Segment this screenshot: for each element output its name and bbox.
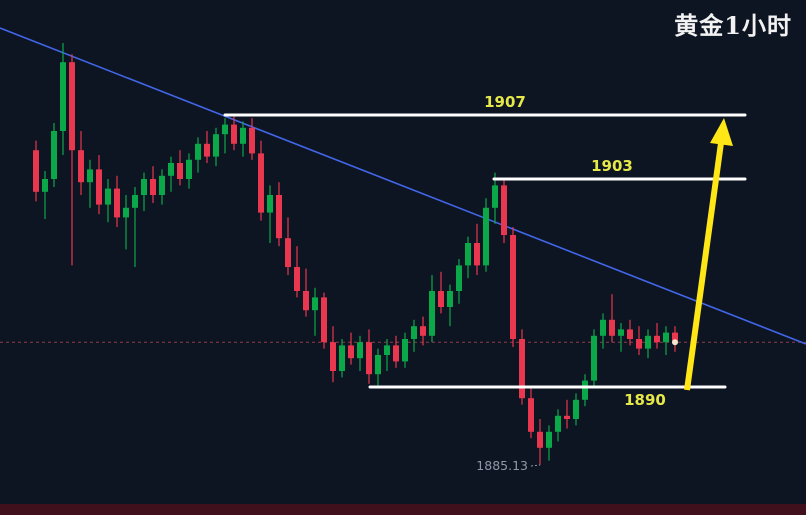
candle-body <box>159 175 165 195</box>
candle-body <box>564 415 570 419</box>
candle-body <box>78 150 84 183</box>
candle-body <box>285 238 291 267</box>
candle-body <box>411 326 417 339</box>
candle-body <box>186 159 192 179</box>
candle-body <box>249 127 255 154</box>
candle-body <box>132 195 138 208</box>
candle-body <box>627 329 633 339</box>
candle-body <box>195 143 201 160</box>
candle-body <box>348 345 354 359</box>
level-label-1890: 1890 <box>624 391 666 409</box>
candle-body <box>60 62 66 132</box>
candle-body <box>438 291 444 307</box>
candle-body <box>501 185 507 235</box>
candle-body <box>258 153 264 213</box>
candle-body <box>672 332 678 343</box>
current-price-marker <box>672 339 678 346</box>
level-label-1903: 1903 <box>591 157 633 175</box>
candle-body <box>609 319 615 336</box>
candle-body <box>312 297 318 311</box>
candle-body <box>141 179 147 195</box>
level-label-1907: 1907 <box>484 93 526 111</box>
descending-trendline[interactable] <box>0 27 806 345</box>
candle-body <box>276 195 282 239</box>
candle-body <box>618 329 624 336</box>
breakout-arrow-shaft[interactable] <box>684 142 724 391</box>
candle-body <box>105 188 111 205</box>
candle-body <box>573 399 579 419</box>
candle-body <box>231 124 237 144</box>
candle-body <box>465 243 471 266</box>
candle-body <box>591 335 597 381</box>
candle-body <box>222 124 228 135</box>
bottom-bar <box>0 504 806 515</box>
candle-body <box>303 291 309 311</box>
candle-body <box>582 380 588 400</box>
candle-body <box>51 131 57 179</box>
candle-body <box>168 163 174 176</box>
low-price-label: 1885.13 <box>476 458 528 473</box>
candle-body <box>636 339 642 349</box>
candle-body <box>537 431 543 448</box>
candle-body <box>123 207 129 218</box>
candle-body <box>330 342 336 371</box>
candle-body <box>69 62 75 151</box>
candle-body <box>150 179 156 195</box>
candle-body <box>474 243 480 266</box>
candle-body <box>555 415 561 432</box>
candle-body <box>420 326 426 336</box>
candle-body <box>393 345 399 362</box>
candle-body <box>294 267 300 291</box>
candle-body <box>375 355 381 375</box>
candle-body <box>357 342 363 359</box>
candle-body <box>645 335 651 349</box>
candle-body <box>483 207 489 266</box>
candle-body <box>546 431 552 448</box>
candle-body <box>429 291 435 336</box>
candle-body <box>321 297 327 343</box>
candle-body <box>366 342 372 375</box>
candle-body <box>654 335 660 343</box>
candle-body <box>177 163 183 179</box>
candle-body <box>456 265 462 291</box>
candle-body <box>240 127 246 144</box>
breakout-arrow-head <box>710 118 733 146</box>
candle-body <box>267 195 273 213</box>
candle-body <box>600 319 606 336</box>
candle-body <box>663 332 669 343</box>
chart-title: 黄金1小时 <box>674 11 792 40</box>
candle-body <box>528 398 534 432</box>
candle-body <box>447 291 453 307</box>
candle-body <box>204 143 210 157</box>
candle-body <box>510 235 516 339</box>
candle-body <box>402 339 408 362</box>
candle-body <box>492 185 498 208</box>
candle-body <box>339 345 345 371</box>
candle-body <box>213 134 219 157</box>
candle-body <box>33 150 39 192</box>
low-label-connector <box>530 464 541 467</box>
candle-body <box>42 179 48 192</box>
candle-body <box>96 169 102 205</box>
candle-body <box>114 188 120 218</box>
candle-body <box>384 345 390 355</box>
candle-body <box>87 169 93 183</box>
candle-body <box>519 339 525 399</box>
